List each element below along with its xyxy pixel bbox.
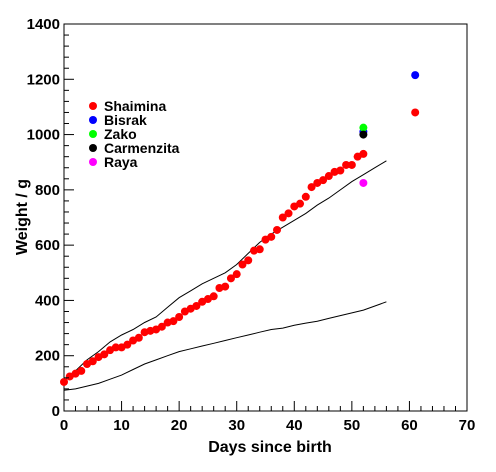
point-shaimina bbox=[336, 166, 345, 175]
x-tick-label: 30 bbox=[228, 417, 245, 434]
point-shaimina bbox=[255, 245, 264, 254]
point-shaimina bbox=[278, 213, 287, 222]
point-shaimina bbox=[175, 313, 184, 322]
x-tick-label: 70 bbox=[459, 417, 476, 434]
reference-line-1 bbox=[63, 160, 387, 381]
point-shaimina bbox=[232, 270, 241, 279]
legend-label-bisrak: Bisrak bbox=[104, 112, 147, 128]
point-shaimina bbox=[77, 366, 86, 375]
axes: 0 10 20 30 40 50 60 70 0 200 400 600 800 1000 1200 1400 bbox=[27, 16, 476, 434]
point-carmenzita bbox=[359, 130, 368, 139]
reference-lines bbox=[63, 160, 387, 391]
legend-label-zako: Zako bbox=[104, 126, 137, 142]
point-shaimina bbox=[296, 199, 305, 208]
point-shaimina bbox=[301, 192, 310, 201]
point-shaimina bbox=[411, 108, 420, 117]
legend-marker-bisrak bbox=[89, 116, 97, 124]
y-tick-label: 600 bbox=[35, 237, 60, 254]
point-shaimina bbox=[324, 172, 333, 181]
point-shaimina bbox=[209, 292, 218, 301]
legend-label-shaimina: Shaimina bbox=[104, 98, 166, 114]
y-tick-label: 1000 bbox=[27, 127, 60, 144]
point-shaimina bbox=[88, 357, 97, 366]
x-tick-label: 50 bbox=[344, 417, 361, 434]
legend-marker-raya bbox=[89, 158, 97, 166]
x-tick-label: 0 bbox=[60, 417, 68, 434]
point-shaimina bbox=[244, 256, 253, 265]
y-tick-label: 0 bbox=[52, 403, 60, 420]
point-bisrak bbox=[411, 71, 420, 80]
point-shaimina bbox=[307, 183, 316, 192]
point-shaimina bbox=[347, 160, 356, 169]
point-zako bbox=[359, 123, 368, 132]
data-points bbox=[60, 71, 420, 386]
point-shaimina bbox=[157, 322, 166, 331]
x-tick-label: 40 bbox=[286, 417, 303, 434]
point-shaimina bbox=[226, 274, 235, 283]
point-shaimina bbox=[134, 333, 143, 342]
y-tick-label: 400 bbox=[35, 292, 60, 309]
point-shaimina bbox=[100, 350, 109, 359]
x-tick-label: 20 bbox=[171, 417, 188, 434]
point-shaimina bbox=[342, 160, 351, 169]
y-axis-title: Weight / g bbox=[14, 179, 31, 255]
legend-marker-shaimina bbox=[89, 102, 97, 110]
point-raya bbox=[359, 178, 368, 187]
legend-marker-zako bbox=[89, 130, 97, 138]
point-shaimina bbox=[192, 301, 201, 310]
legend-marker-carmenzita bbox=[89, 144, 97, 152]
legend-label-carmenzita: Carmenzita bbox=[104, 140, 180, 156]
point-shaimina bbox=[238, 260, 247, 269]
x-tick-label: 10 bbox=[113, 417, 130, 434]
point-shaimina bbox=[221, 282, 230, 291]
x-axis-title: Days since birth bbox=[208, 439, 332, 456]
y-tick-label: 1400 bbox=[27, 16, 60, 33]
y-tick-label: 800 bbox=[35, 182, 60, 199]
point-shaimina bbox=[60, 377, 68, 386]
point-shaimina bbox=[111, 343, 120, 352]
point-shaimina bbox=[284, 209, 293, 218]
plot-frame bbox=[63, 23, 468, 412]
reference-line-2 bbox=[63, 301, 387, 391]
point-shaimina bbox=[123, 340, 132, 349]
y-tick-label: 200 bbox=[35, 348, 60, 365]
point-shaimina bbox=[273, 225, 282, 234]
point-shaimina bbox=[359, 149, 368, 158]
point-shaimina bbox=[267, 232, 276, 241]
legend-label-raya: Raya bbox=[104, 154, 138, 170]
point-shaimina bbox=[319, 176, 328, 185]
x-tick-label: 60 bbox=[401, 417, 418, 434]
y-tick-label: 1200 bbox=[27, 71, 60, 88]
point-shaimina bbox=[169, 317, 178, 326]
